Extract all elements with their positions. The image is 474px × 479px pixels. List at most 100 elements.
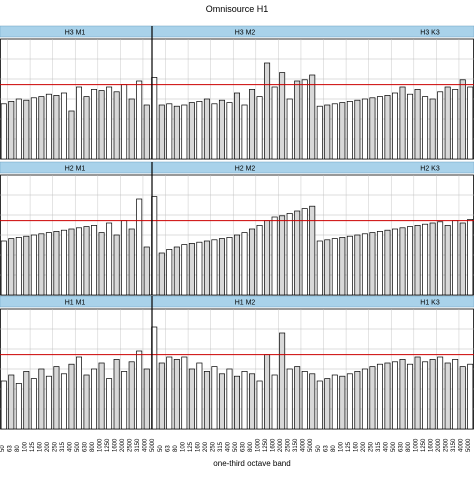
bar [234,234,240,296]
x-tick-label: 250 [52,441,58,452]
bar [45,232,52,296]
bar [354,99,361,160]
panel-label: H1 K3 [420,300,440,307]
x-tick-label: 2000 [278,438,284,452]
bar [294,80,301,160]
bar [316,240,323,296]
bar [286,98,293,160]
x-axis-label: one-third octave band [213,459,290,468]
bar [226,368,233,430]
bar [407,93,414,160]
x-tick-label: 200 [361,441,367,452]
bar [407,363,414,430]
bar [83,226,90,296]
x-tick-label: 160 [195,441,201,452]
bar [158,362,165,430]
bar [128,98,135,160]
bar [459,79,466,160]
x-tick-label: 80 [331,445,337,452]
bar [136,80,143,160]
panel-row-3: H1 M1 H1 M2 H1 K3 [0,295,474,430]
panel-rows: H3 M1 H3 M2 H3 K3 H2 M1 H2 M2 H2 K3 H1 M1 H1 M2… [0,25,474,430]
bar [173,246,180,296]
bar [76,227,82,296]
bar [60,229,67,296]
bar [264,354,271,430]
bar [218,99,225,160]
bar [241,371,248,430]
x-tick-label: 1000 [414,438,420,452]
bar [369,97,376,160]
bar [188,102,195,160]
bar [279,72,286,160]
panel-label: H2 M1 [65,166,86,173]
bar [38,233,45,296]
bar [166,103,173,160]
x-tick-label: 63 [7,445,13,452]
panel-header-strip [0,295,474,308]
bar [384,362,391,430]
bar [354,371,361,430]
bar [399,86,406,160]
bar [452,220,459,296]
bar [452,89,459,160]
bar [459,222,466,296]
bar [264,220,271,296]
x-tick-label: 1250 [263,438,269,452]
bar [68,228,75,296]
panel-label: H3 M2 [235,30,256,37]
x-tick-label: 1600 [113,438,119,452]
x-tick-label: 3150 [135,438,141,452]
bar [173,105,180,160]
bar [0,240,7,296]
panel-label: H2 M2 [235,166,256,173]
bar [339,102,346,160]
bar [279,215,286,296]
bar [279,332,286,430]
bar [98,232,105,296]
x-tick-label: 50 [0,445,6,452]
bar [422,361,429,430]
bar [376,231,383,296]
bar [256,380,263,430]
x-tick-label: 50 [316,445,322,452]
bar [203,371,210,430]
bar [188,243,195,296]
bar [166,249,173,296]
bar [392,361,398,430]
bar [422,223,429,296]
x-tick-label: 315 [60,441,66,452]
x-tick-label: 800 [248,441,254,452]
x-tick-label: 2000 [120,438,126,452]
bar [23,235,30,296]
bar [76,356,82,430]
bar [23,371,30,430]
bar [91,89,98,160]
x-tick-label: 1600 [271,438,277,452]
x-tick-label: 400 [383,441,389,452]
x-tick-label: 125 [346,441,352,452]
x-tick-label: 5000 [150,438,156,452]
x-tick-label: 160 [353,441,359,452]
x-tick-label: 2500 [128,438,134,452]
bar [369,232,376,296]
bar [181,104,188,160]
panel-header-strip [0,161,474,174]
bar [407,226,414,296]
x-tick-label: 630 [241,441,247,452]
x-tick-label: 80 [15,445,21,452]
bar [218,238,225,296]
bar [354,234,361,296]
bar [121,84,128,160]
x-tick-label: 3150 [451,438,457,452]
bar [38,368,45,430]
bar [437,91,444,160]
bar [467,86,474,160]
bar [384,229,391,296]
bar [30,97,37,160]
bar [361,98,368,160]
bar [429,98,436,160]
bar [113,234,120,296]
bar [38,96,45,160]
bar [8,238,15,296]
